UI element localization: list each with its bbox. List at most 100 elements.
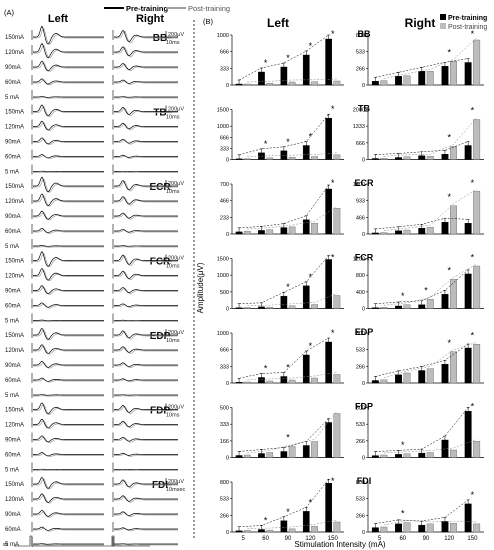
post-trace-right (114, 255, 178, 266)
significance-star: * (286, 507, 290, 517)
post-trace-left (33, 28, 104, 45)
y-tick-label: 0 (362, 530, 365, 536)
bar-pre (371, 527, 379, 533)
bar-post (311, 304, 318, 309)
sti-label: sti (3, 542, 8, 548)
post-trace-left (33, 303, 104, 309)
y-tick-label: 533 (220, 497, 229, 503)
bar-post (243, 83, 251, 86)
pre-trace-right (114, 62, 178, 70)
post-trace-left (33, 79, 104, 86)
bar-post (473, 344, 481, 384)
pre-trace-left (33, 154, 104, 159)
y-tick-label: 266 (220, 513, 229, 519)
bar-post (333, 295, 341, 309)
bar-pre (464, 503, 472, 533)
pre-trace-right (114, 346, 178, 353)
pre-trace-left (33, 377, 104, 382)
pre-trace-left (33, 104, 104, 117)
post-trace-left (33, 97, 104, 99)
pre-trace-right (114, 106, 178, 115)
muscle-label: TB (153, 108, 166, 119)
pre-trace-left (33, 210, 104, 220)
y-tick-label: 1200 (353, 257, 365, 263)
bar-pre (395, 157, 402, 160)
intensity-label: 60mA (5, 527, 21, 533)
intensity-label: 150mA (5, 35, 24, 41)
intensity-label: 90mA (5, 512, 21, 518)
panel-muscle-label: EDP (355, 327, 374, 337)
significance-star: * (309, 341, 313, 351)
bar-pre (258, 230, 265, 235)
bar-post (403, 372, 411, 384)
post-trend-line (383, 263, 477, 306)
bar-panel: 0 466 933 1400 * * (353, 178, 484, 238)
bar-pre (302, 145, 310, 160)
y-tick-label: 400 (356, 290, 365, 296)
bar-post (450, 523, 457, 533)
bar-pre (302, 219, 310, 235)
bar-post (403, 304, 411, 309)
post-trend-line (383, 439, 477, 454)
pre-trend-line (239, 418, 329, 452)
intensity-label: 60mA (5, 304, 21, 310)
bar-panel: 0 333 666 1000 EDP * * * * (217, 327, 374, 387)
pre-trace-right (114, 436, 178, 442)
bar-pre (258, 377, 265, 384)
significance-star: * (471, 402, 475, 412)
pre-trace-left (33, 285, 104, 295)
bar-pre (418, 370, 426, 384)
bar-pre (258, 71, 265, 86)
bars-left-header: Left (267, 16, 289, 30)
post-trace-right (114, 496, 178, 503)
bar-pre (325, 188, 333, 235)
significance-star: * (309, 41, 313, 51)
legend-pre-text: Pre-training (448, 15, 487, 22)
y-tick-label: 333 (220, 364, 229, 370)
significance-star: * (447, 47, 451, 57)
significance-star: * (447, 192, 451, 202)
significance-star: * (447, 265, 451, 275)
bar-post (450, 146, 457, 160)
post-trend-line (383, 37, 477, 79)
pre-trace-left (33, 418, 104, 429)
pre-trace-right (114, 378, 178, 382)
bar-post (403, 75, 411, 86)
post-trace-left (33, 138, 104, 145)
y-tick-label: 0 (226, 456, 229, 462)
bar-post (450, 279, 457, 309)
bar-pre (464, 62, 472, 86)
intensity-label: 60mA (5, 155, 21, 161)
bar-pre (302, 54, 310, 86)
post-trace-right (114, 288, 178, 295)
pre-trace-right (114, 180, 178, 191)
post-trend-line (247, 372, 337, 381)
y-tick-label: 666 (220, 135, 229, 141)
post-trace-left (33, 246, 104, 248)
pre-trace-right (114, 479, 178, 488)
pre-trace-right (114, 154, 178, 158)
pre-trace-left (33, 543, 104, 545)
bar-post (333, 80, 341, 86)
bar-pre (418, 228, 426, 235)
pre-trace-right (114, 212, 178, 219)
intensity-label: 150mA (5, 259, 24, 265)
significance-star: * (471, 29, 475, 39)
pre-trace-right (114, 330, 178, 339)
post-trend-line (247, 206, 338, 230)
bar-pre (325, 341, 333, 384)
post-trace-right (114, 421, 178, 429)
post-trace-right (114, 437, 178, 443)
y-tick-label: 1500 (217, 108, 229, 114)
muscle-label: BB (153, 33, 167, 44)
pre-trace-left (33, 193, 104, 207)
y-tick-label: 800 (220, 480, 229, 486)
pre-trace-left (33, 96, 104, 98)
bar-post (473, 119, 481, 160)
bar-post (288, 446, 296, 458)
bar-pre (395, 230, 402, 235)
traces-right-header: Right (136, 13, 164, 25)
intensity-label: 60mA (5, 229, 21, 235)
